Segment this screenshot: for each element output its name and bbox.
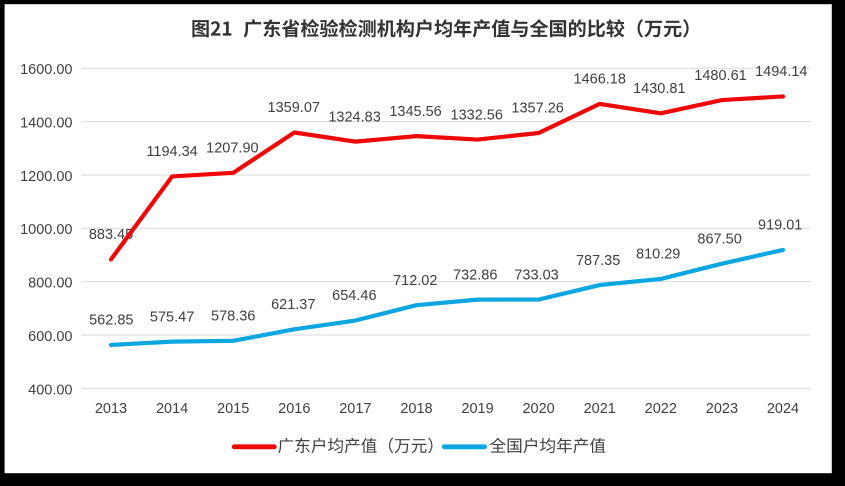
svg-text:1494.14: 1494.14 (755, 64, 807, 80)
svg-text:732.86: 732.86 (453, 267, 497, 283)
svg-text:1430.81: 1430.81 (633, 81, 685, 97)
svg-text:2021: 2021 (584, 401, 616, 417)
svg-text:1466.18: 1466.18 (574, 72, 626, 88)
svg-text:1324.83: 1324.83 (328, 109, 380, 125)
svg-text:575.47: 575.47 (150, 309, 194, 325)
svg-text:2018: 2018 (400, 401, 432, 417)
svg-text:883.45: 883.45 (89, 227, 133, 243)
svg-text:2013: 2013 (95, 401, 127, 417)
svg-text:1000.00: 1000.00 (20, 222, 72, 238)
svg-text:1480.61: 1480.61 (694, 68, 746, 84)
svg-text:867.50: 867.50 (697, 231, 741, 247)
svg-text:1207.90: 1207.90 (206, 141, 258, 157)
svg-text:2020: 2020 (522, 401, 554, 417)
svg-text:712.02: 712.02 (393, 273, 437, 289)
svg-text:2023: 2023 (706, 401, 738, 417)
svg-text:1357.26: 1357.26 (511, 101, 563, 117)
svg-text:919.01: 919.01 (758, 218, 802, 234)
svg-text:578.36: 578.36 (211, 309, 255, 325)
svg-text:2015: 2015 (217, 401, 249, 417)
svg-text:400.00: 400.00 (28, 382, 72, 398)
svg-text:2017: 2017 (339, 401, 371, 417)
svg-text:1359.07: 1359.07 (268, 100, 320, 116)
svg-text:654.46: 654.46 (332, 288, 376, 304)
svg-text:2024: 2024 (767, 401, 799, 417)
svg-text:600.00: 600.00 (28, 329, 72, 345)
svg-text:1345.56: 1345.56 (389, 104, 441, 120)
svg-text:733.03: 733.03 (514, 267, 558, 283)
svg-text:562.85: 562.85 (89, 313, 133, 329)
svg-text:621.37: 621.37 (271, 297, 315, 313)
svg-text:1194.34: 1194.34 (146, 144, 197, 160)
svg-text:2022: 2022 (645, 401, 677, 417)
svg-text:1600.00: 1600.00 (20, 62, 72, 78)
svg-text:787.35: 787.35 (576, 253, 620, 269)
svg-text:2016: 2016 (278, 401, 310, 417)
svg-text:800.00: 800.00 (28, 276, 72, 292)
svg-text:1400.00: 1400.00 (20, 115, 72, 131)
svg-text:1332.56: 1332.56 (451, 107, 503, 123)
svg-text:810.29: 810.29 (636, 247, 680, 263)
svg-text:2014: 2014 (156, 401, 188, 417)
svg-text:1200.00: 1200.00 (20, 169, 72, 185)
svg-text:2019: 2019 (461, 401, 493, 417)
